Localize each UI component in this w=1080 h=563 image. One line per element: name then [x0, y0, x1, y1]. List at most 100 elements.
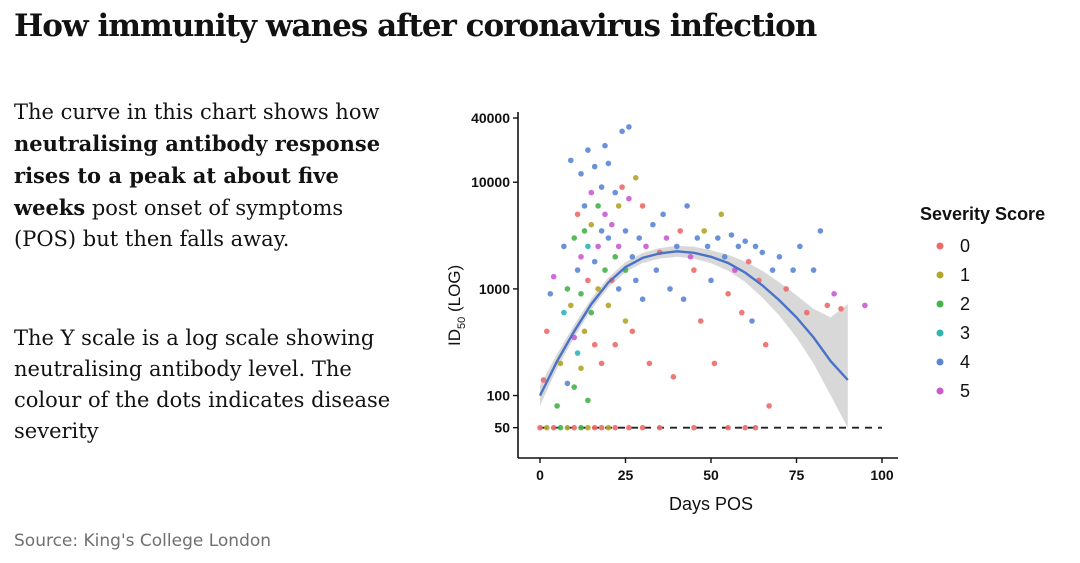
data-point — [797, 243, 803, 250]
data-point — [762, 341, 769, 348]
data-point — [615, 286, 622, 292]
data-point — [605, 302, 612, 309]
data-point — [691, 267, 697, 273]
data-point — [677, 228, 683, 234]
data-point — [639, 424, 646, 431]
data-point — [749, 318, 755, 324]
data-point — [591, 341, 598, 348]
data-point — [574, 211, 581, 218]
data-point — [783, 286, 789, 292]
legend: Severity Score 0 1 2 3 4 5 — [920, 204, 1045, 401]
description-paragraph-1: The curve in this chart shows how neutra… — [14, 97, 404, 255]
data-point — [544, 328, 550, 335]
data-point — [626, 124, 632, 130]
data-point — [588, 221, 595, 228]
x-tick-label: 75 — [789, 467, 805, 483]
data-point — [595, 203, 601, 209]
data-point — [824, 302, 831, 309]
data-point — [571, 235, 577, 241]
data-point — [831, 291, 837, 297]
legend-swatch — [936, 329, 944, 337]
data-point — [790, 267, 796, 273]
x-axis-label: Days POS — [669, 494, 753, 514]
legend-swatch — [936, 387, 944, 395]
fit-curve — [538, 250, 849, 397]
data-point — [571, 384, 577, 390]
data-point — [602, 211, 608, 218]
data-point — [598, 228, 605, 234]
data-point — [585, 424, 591, 431]
legend-label: 3 — [960, 323, 970, 343]
data-point — [766, 403, 772, 409]
data-point — [656, 424, 663, 431]
data-point — [636, 235, 642, 241]
data-point — [728, 232, 735, 238]
data-point — [537, 424, 543, 431]
data-point — [862, 302, 868, 309]
points-layer — [537, 124, 868, 431]
data-point — [711, 360, 718, 367]
legend-label: 2 — [960, 294, 970, 314]
data-point — [588, 309, 595, 316]
data-point — [591, 258, 598, 265]
data-point — [602, 267, 608, 273]
data-point — [595, 286, 601, 292]
legend-label: 0 — [960, 236, 970, 256]
data-point — [591, 424, 598, 431]
data-point — [615, 243, 622, 250]
data-point — [622, 318, 629, 324]
data-point — [817, 228, 824, 234]
data-point — [653, 267, 660, 273]
data-point — [694, 235, 701, 241]
data-point — [578, 171, 584, 177]
data-point — [564, 286, 571, 292]
data-point — [674, 243, 680, 250]
data-point — [612, 341, 618, 348]
legend-swatch — [936, 271, 944, 279]
data-point — [540, 377, 547, 383]
description-paragraph-2: The Y scale is a log scale showing neutr… — [14, 326, 391, 443]
y-axis-label: ID50 (LOG) — [445, 265, 468, 346]
data-point — [578, 254, 584, 260]
data-point — [742, 238, 748, 244]
data-point — [609, 221, 615, 228]
data-point — [544, 424, 550, 431]
x-tick-label: 50 — [703, 467, 719, 483]
data-point — [667, 286, 673, 292]
data-point — [568, 302, 574, 309]
data-point — [557, 360, 564, 367]
x-tick-label: 100 — [870, 467, 894, 483]
data-point — [612, 424, 618, 431]
data-point — [643, 243, 649, 250]
data-point — [622, 228, 629, 234]
data-point — [660, 211, 666, 218]
data-point — [568, 157, 574, 164]
data-point — [585, 147, 591, 153]
data-point — [612, 189, 618, 196]
data-point — [715, 235, 721, 241]
data-point — [588, 189, 595, 196]
data-point — [639, 296, 646, 302]
legend-title: Severity Score — [920, 204, 1045, 224]
description-highlight: neutralising antibody response rises to … — [14, 131, 381, 220]
data-point — [633, 277, 639, 284]
y-tick-label: 100 — [487, 388, 511, 404]
y-tick-label: 1000 — [479, 281, 510, 297]
data-point — [619, 184, 625, 190]
data-point — [633, 175, 639, 181]
legend-label: 1 — [960, 265, 970, 285]
data-point — [605, 160, 612, 167]
data-point — [585, 243, 591, 250]
data-point — [718, 211, 725, 218]
data-point — [721, 254, 728, 260]
data-point — [585, 397, 591, 404]
data-point — [598, 360, 605, 367]
legend-swatch — [936, 300, 944, 308]
data-point — [735, 243, 742, 250]
data-point — [571, 424, 577, 431]
data-point — [745, 258, 752, 265]
data-point — [725, 424, 731, 431]
data-point — [684, 203, 690, 209]
confidence-band — [540, 245, 848, 428]
data-point — [591, 163, 598, 170]
